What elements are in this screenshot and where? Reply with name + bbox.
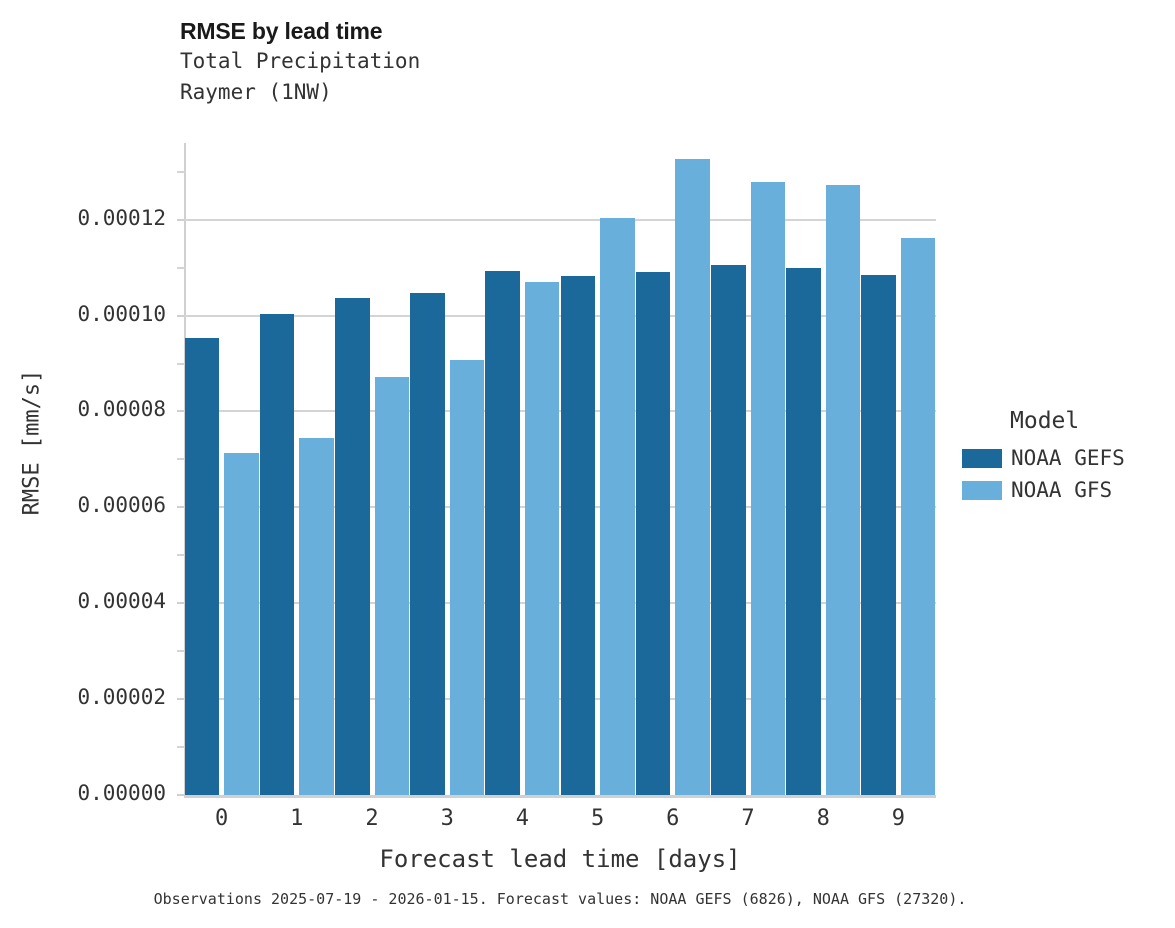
- x-axis-tick-label: 8: [816, 806, 830, 831]
- y-axis-major-tick: [177, 218, 185, 221]
- x-axis-tick-label: 0: [214, 806, 229, 831]
- bar[interactable]: [524, 282, 560, 795]
- gridline: [184, 218, 936, 221]
- legend-item-label: NOAA GEFS: [1011, 446, 1125, 470]
- x-axis-tick-label: 9: [891, 806, 906, 831]
- y-axis-major-tick: [177, 602, 185, 605]
- title-block: RMSE by lead time Total Precipitation Ra…: [180, 16, 880, 108]
- y-axis-minor-tick: [177, 266, 185, 269]
- bar[interactable]: [560, 276, 596, 795]
- x-axis-line: [184, 795, 936, 798]
- bar[interactable]: [786, 268, 821, 795]
- gridline: [184, 602, 936, 605]
- y-axis-major-tick: [177, 314, 185, 317]
- gridline: [184, 506, 936, 509]
- y-axis-minor-tick: [177, 554, 185, 557]
- bar[interactable]: [449, 359, 485, 795]
- bar[interactable]: [410, 293, 445, 795]
- x-axis-tick-label: 6: [666, 806, 680, 831]
- x-axis-tick-label: 2: [365, 806, 379, 831]
- y-axis-tick-label: 0.00008: [77, 397, 166, 422]
- y-axis-minor-tick: [177, 746, 185, 749]
- x-axis-title: Forecast lead time [days]: [379, 845, 741, 873]
- y-axis-major-tick: [177, 506, 185, 509]
- bar[interactable]: [184, 337, 220, 795]
- x-axis-tick-label: 7: [741, 806, 755, 831]
- bar[interactable]: [750, 181, 785, 795]
- bar[interactable]: [635, 271, 671, 795]
- y-axis-minor-tick: [177, 170, 185, 173]
- gridline: [184, 698, 936, 701]
- bar[interactable]: [825, 185, 861, 795]
- legend: Model NOAA GEFS NOAA GFS: [962, 408, 1172, 507]
- legend-swatch-icon: [962, 480, 1002, 500]
- chart-subtitle-station: Raymer (1NW): [180, 80, 332, 104]
- page-title: RMSE by lead time: [180, 18, 383, 44]
- y-axis-tick-label: 0.00010: [77, 301, 166, 326]
- bar[interactable]: [224, 453, 259, 795]
- x-axis-tick-label: 5: [590, 806, 605, 831]
- legend-swatch-icon: [962, 448, 1002, 468]
- bar[interactable]: [711, 265, 746, 795]
- x-axis-tick-label: 1: [290, 806, 304, 831]
- y-axis-tick-label: 0.00000: [77, 781, 166, 805]
- y-axis-major-tick: [177, 794, 185, 796]
- bar[interactable]: [600, 218, 635, 795]
- x-axis-tick-label: 4: [515, 806, 530, 831]
- bar[interactable]: [900, 238, 936, 795]
- legend-item[interactable]: NOAA GFS: [962, 475, 1172, 505]
- y-axis-tick-label: 0.00006: [77, 493, 166, 518]
- y-axis-tick-label: 0.00012: [77, 205, 166, 230]
- y-axis-title: RMSE [mm/s]: [19, 369, 45, 516]
- y-axis-major-tick: [177, 698, 185, 701]
- bar[interactable]: [675, 159, 710, 795]
- y-axis-major-tick: [177, 410, 185, 413]
- chart-subtitle-variable: Total Precipitation: [180, 49, 421, 73]
- bar[interactable]: [299, 437, 334, 795]
- bar[interactable]: [861, 275, 896, 795]
- bar[interactable]: [335, 298, 370, 795]
- bar[interactable]: [374, 376, 409, 795]
- x-axis-tick-label: 3: [440, 806, 454, 831]
- y-axis-minor-tick: [177, 650, 185, 653]
- legend-item-label: NOAA GFS: [1011, 478, 1113, 502]
- y-axis-minor-tick: [177, 458, 185, 461]
- footer-caption: Observations 2025-07-19 - 2026-01-15. Fo…: [153, 890, 967, 908]
- bar[interactable]: [259, 314, 295, 795]
- gridline: [184, 410, 936, 413]
- y-axis-minor-tick: [177, 362, 185, 365]
- legend-entries: NOAA GEFS NOAA GFS: [962, 443, 1172, 505]
- legend-title: Model: [1010, 408, 1080, 434]
- bar[interactable]: [485, 271, 520, 795]
- y-axis-tick-label: 0.00004: [77, 589, 166, 614]
- legend-item[interactable]: NOAA GEFS: [962, 443, 1172, 473]
- plot-area: [177, 143, 936, 795]
- gridline: [184, 314, 936, 317]
- y-axis-tick-label: 0.00002: [77, 685, 166, 710]
